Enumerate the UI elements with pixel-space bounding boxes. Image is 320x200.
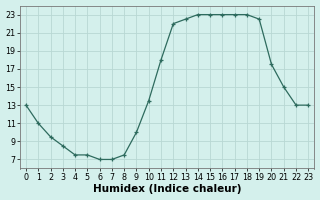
X-axis label: Humidex (Indice chaleur): Humidex (Indice chaleur) [93, 184, 241, 194]
